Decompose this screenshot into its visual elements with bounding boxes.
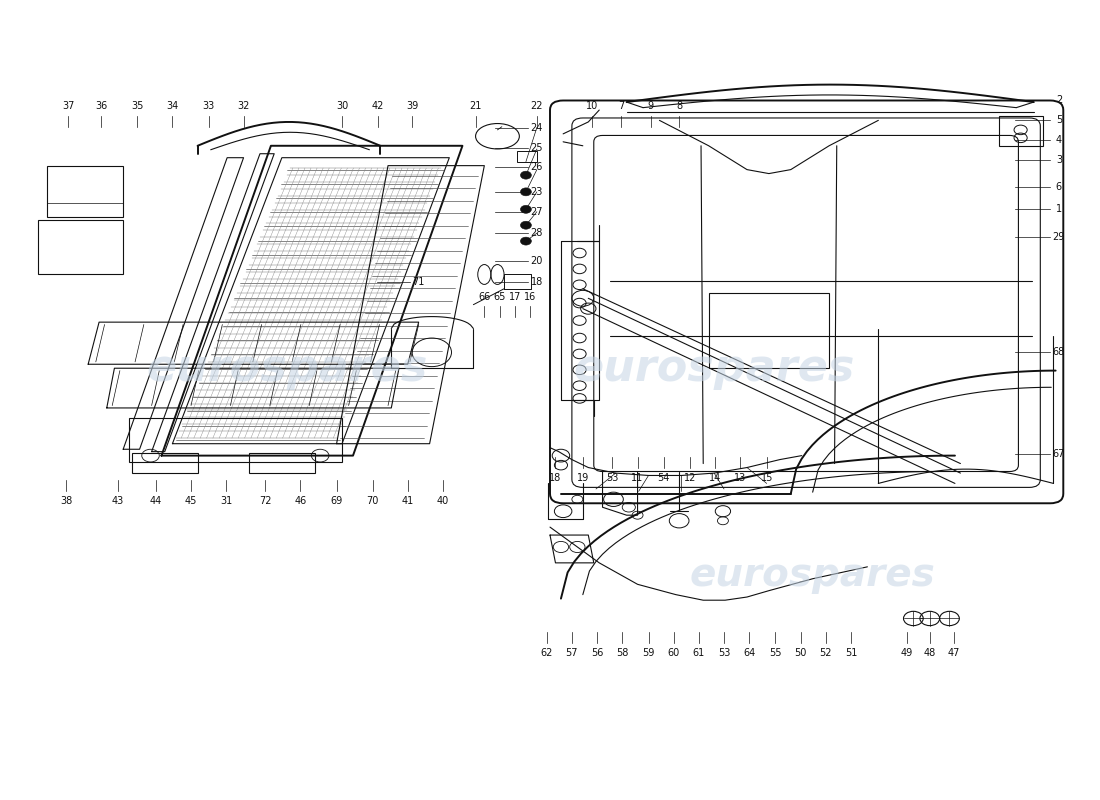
Text: 6: 6 bbox=[1056, 182, 1062, 192]
Text: 61: 61 bbox=[693, 648, 705, 658]
Text: 26: 26 bbox=[530, 162, 543, 172]
Text: eurospares: eurospares bbox=[573, 346, 855, 390]
Text: 71: 71 bbox=[412, 278, 425, 287]
Text: eurospares: eurospares bbox=[690, 556, 935, 594]
Text: 51: 51 bbox=[845, 648, 857, 658]
Text: 24: 24 bbox=[530, 122, 543, 133]
Text: eurospares: eurospares bbox=[146, 346, 428, 390]
Text: 68: 68 bbox=[1053, 347, 1065, 358]
Text: 7: 7 bbox=[618, 101, 625, 111]
Text: 70: 70 bbox=[366, 496, 378, 506]
Text: 60: 60 bbox=[668, 648, 680, 658]
Text: 59: 59 bbox=[642, 648, 654, 658]
Text: 30: 30 bbox=[336, 101, 349, 111]
Text: 41: 41 bbox=[402, 496, 414, 506]
Text: 48: 48 bbox=[924, 648, 936, 658]
Text: 67: 67 bbox=[1053, 449, 1065, 459]
Text: 55: 55 bbox=[769, 648, 782, 658]
Text: 62: 62 bbox=[540, 648, 553, 658]
Text: 37: 37 bbox=[63, 101, 75, 111]
Text: 72: 72 bbox=[260, 496, 272, 506]
Text: 18: 18 bbox=[549, 473, 562, 483]
Text: 43: 43 bbox=[111, 496, 124, 506]
Text: 50: 50 bbox=[794, 648, 806, 658]
Circle shape bbox=[520, 188, 531, 196]
Text: 34: 34 bbox=[166, 101, 178, 111]
Text: 53: 53 bbox=[606, 473, 618, 483]
Text: 28: 28 bbox=[530, 228, 543, 238]
Text: 47: 47 bbox=[948, 648, 960, 658]
Text: 52: 52 bbox=[820, 648, 832, 658]
Text: 3: 3 bbox=[1056, 155, 1062, 165]
Text: 2: 2 bbox=[1056, 94, 1062, 105]
Text: 40: 40 bbox=[437, 496, 449, 506]
Text: 45: 45 bbox=[185, 496, 197, 506]
Text: 65: 65 bbox=[494, 292, 506, 302]
Text: 9: 9 bbox=[648, 101, 653, 111]
Text: 5: 5 bbox=[1056, 115, 1062, 126]
Text: 19: 19 bbox=[576, 473, 588, 483]
Text: 46: 46 bbox=[295, 496, 307, 506]
Text: 31: 31 bbox=[220, 496, 232, 506]
Text: 11: 11 bbox=[631, 473, 644, 483]
Text: 23: 23 bbox=[530, 187, 543, 197]
Text: 39: 39 bbox=[406, 101, 418, 111]
Text: 22: 22 bbox=[530, 101, 543, 111]
Circle shape bbox=[520, 222, 531, 229]
Text: 4: 4 bbox=[1056, 135, 1062, 146]
Text: 15: 15 bbox=[760, 473, 773, 483]
Text: 29: 29 bbox=[1053, 232, 1065, 242]
Text: 27: 27 bbox=[530, 206, 543, 217]
Text: 56: 56 bbox=[591, 648, 603, 658]
Text: 36: 36 bbox=[96, 101, 108, 111]
Text: 38: 38 bbox=[60, 496, 73, 506]
Text: 20: 20 bbox=[530, 256, 543, 266]
Text: 8: 8 bbox=[676, 101, 682, 111]
Circle shape bbox=[520, 171, 531, 179]
Text: 57: 57 bbox=[565, 648, 579, 658]
Text: 35: 35 bbox=[131, 101, 144, 111]
Circle shape bbox=[520, 237, 531, 245]
Text: 25: 25 bbox=[530, 143, 543, 153]
Text: 16: 16 bbox=[525, 292, 537, 302]
Text: 42: 42 bbox=[372, 101, 384, 111]
Text: 21: 21 bbox=[470, 101, 482, 111]
Text: 44: 44 bbox=[150, 496, 162, 506]
Text: 53: 53 bbox=[718, 648, 730, 658]
Text: 32: 32 bbox=[238, 101, 250, 111]
Text: 33: 33 bbox=[202, 101, 215, 111]
Text: 1: 1 bbox=[1056, 204, 1062, 214]
Text: 17: 17 bbox=[509, 292, 521, 302]
Text: 58: 58 bbox=[616, 648, 628, 658]
Text: 49: 49 bbox=[901, 648, 913, 658]
Text: 64: 64 bbox=[744, 648, 756, 658]
Text: 10: 10 bbox=[585, 101, 597, 111]
Text: 69: 69 bbox=[330, 496, 343, 506]
Circle shape bbox=[520, 206, 531, 214]
Text: 13: 13 bbox=[735, 473, 747, 483]
Text: 12: 12 bbox=[684, 473, 696, 483]
Text: 18: 18 bbox=[530, 278, 543, 287]
Text: 14: 14 bbox=[710, 473, 722, 483]
Text: 66: 66 bbox=[478, 292, 491, 302]
Text: 54: 54 bbox=[658, 473, 670, 483]
